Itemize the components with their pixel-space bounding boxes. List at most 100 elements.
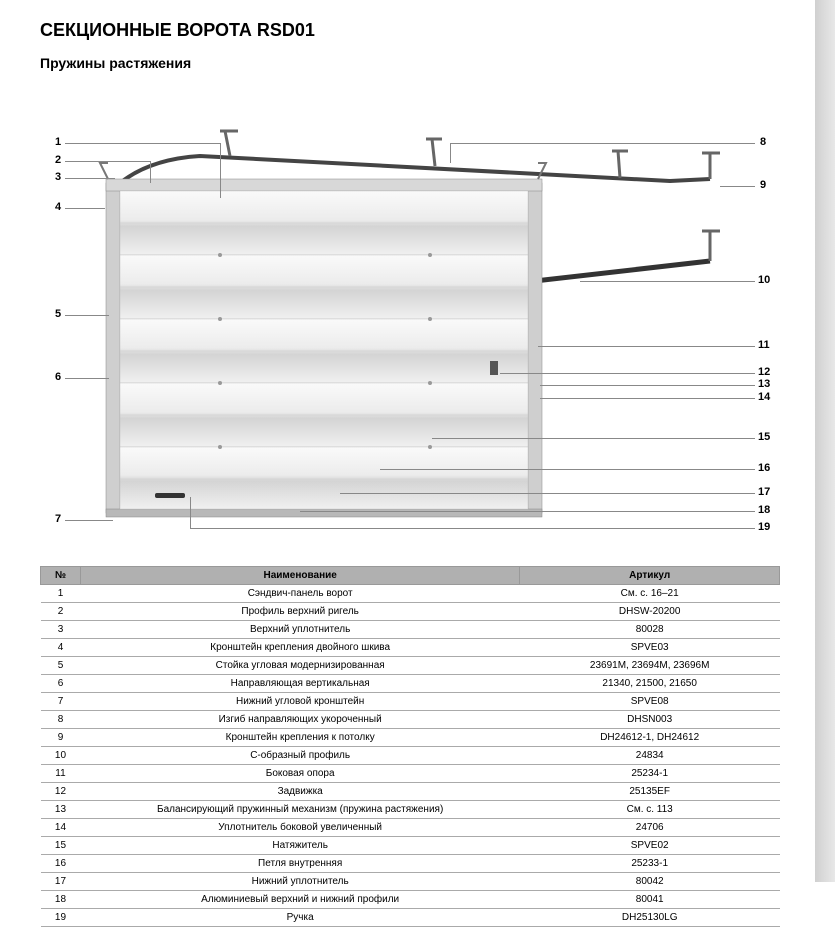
table-cell: Алюминиевый верхний и нижний профили [80, 891, 519, 909]
callout-18: 18 [758, 504, 770, 516]
table-cell: 8 [41, 711, 81, 729]
table-cell: 24706 [520, 819, 780, 837]
table-cell: С-образный профиль [80, 747, 519, 765]
table-cell: 5 [41, 657, 81, 675]
table-cell: Балансирующий пружинный механизм (пружин… [80, 801, 519, 819]
table-cell: См. с. 16–21 [520, 585, 780, 603]
parts-diagram: 1 2 3 4 5 6 7 8 9 10 11 12 13 14 15 [40, 91, 780, 541]
table-cell: SPVE02 [520, 837, 780, 855]
table-cell: Направляющая вертикальная [80, 675, 519, 693]
table-row: 6Направляющая вертикальная21340, 21500, … [41, 675, 780, 693]
table-cell: 19 [41, 909, 81, 927]
table-cell: 80028 [520, 621, 780, 639]
table-cell: 3 [41, 621, 81, 639]
table-cell: DH25130LG [520, 909, 780, 927]
table-row: 18Алюминиевый верхний и нижний профили80… [41, 891, 780, 909]
callout-2: 2 [55, 154, 61, 166]
callout-1: 1 [55, 136, 61, 148]
callout-12: 12 [758, 366, 770, 378]
page-subtitle: Пружины растяжения [40, 55, 785, 71]
table-row: 5Стойка угловая модернизированная23691M,… [41, 657, 780, 675]
table-row: 10С-образный профиль24834 [41, 747, 780, 765]
table-cell: 15 [41, 837, 81, 855]
callout-10: 10 [758, 274, 770, 286]
door-svg [80, 101, 740, 541]
table-cell: 16 [41, 855, 81, 873]
table-row: 13Балансирующий пружинный механизм (пруж… [41, 801, 780, 819]
table-cell: 14 [41, 819, 81, 837]
table-row: 11Боковая опора25234-1 [41, 765, 780, 783]
table-cell: См. с. 113 [520, 801, 780, 819]
table-row: 3Верхний уплотнитель80028 [41, 621, 780, 639]
table-cell: SPVE08 [520, 693, 780, 711]
table-cell: DH24612-1, DH24612 [520, 729, 780, 747]
page-title: СЕКЦИОННЫЕ ВОРОТА RSD01 [40, 20, 785, 41]
callout-16: 16 [758, 462, 770, 474]
table-row: 1Сэндвич-панель воротСм. с. 16–21 [41, 585, 780, 603]
callout-5: 5 [55, 308, 61, 320]
table-cell: 6 [41, 675, 81, 693]
callout-3: 3 [55, 171, 61, 183]
table-cell: Кронштейн крепления к потолку [80, 729, 519, 747]
table-row: 9Кронштейн крепления к потолкуDH24612-1,… [41, 729, 780, 747]
table-cell: Нижний угловой кронштейн [80, 693, 519, 711]
table-cell: 1 [41, 585, 81, 603]
table-row: 7Нижний угловой кронштейнSPVE08 [41, 693, 780, 711]
table-cell: Уплотнитель боковой увеличенный [80, 819, 519, 837]
table-cell: Натяжитель [80, 837, 519, 855]
col-no: № [41, 567, 81, 585]
callout-15: 15 [758, 431, 770, 443]
col-name: Наименование [80, 567, 519, 585]
table-cell: 10 [41, 747, 81, 765]
table-cell: 80041 [520, 891, 780, 909]
table-cell: Задвижка [80, 783, 519, 801]
callout-7: 7 [55, 513, 61, 525]
callout-13: 13 [758, 378, 770, 390]
table-cell: Стойка угловая модернизированная [80, 657, 519, 675]
table-row: 14Уплотнитель боковой увеличенный24706 [41, 819, 780, 837]
table-row: 4Кронштейн крепления двойного шкиваSPVE0… [41, 639, 780, 657]
table-row: 8Изгиб направляющих укороченныйDHSN003 [41, 711, 780, 729]
table-cell: 23691M, 23694M, 23696M [520, 657, 780, 675]
col-article: Артикул [520, 567, 780, 585]
table-cell: Ручка [80, 909, 519, 927]
table-header-row: № Наименование Артикул [41, 567, 780, 585]
table-cell: 11 [41, 765, 81, 783]
table-cell: DHSN003 [520, 711, 780, 729]
table-cell: 24834 [520, 747, 780, 765]
table-cell: Изгиб направляющих укороченный [80, 711, 519, 729]
table-row: 2Профиль верхний ригельDHSW-20200 [41, 603, 780, 621]
callout-19: 19 [758, 521, 770, 533]
table-cell: Боковая опора [80, 765, 519, 783]
table-cell: 18 [41, 891, 81, 909]
table-cell: 9 [41, 729, 81, 747]
table-cell: Верхний уплотнитель [80, 621, 519, 639]
table-row: 12Задвижка25135EF [41, 783, 780, 801]
callout-11: 11 [758, 339, 770, 351]
table-cell: 25135EF [520, 783, 780, 801]
table-cell: 13 [41, 801, 81, 819]
table-row: 19РучкаDH25130LG [41, 909, 780, 927]
page-edge-shadow [815, 0, 835, 882]
table-cell: Кронштейн крепления двойного шкива [80, 639, 519, 657]
table-cell: 7 [41, 693, 81, 711]
table-cell: Сэндвич-панель ворот [80, 585, 519, 603]
table-row: 16Петля внутренняя25233-1 [41, 855, 780, 873]
table-cell: 25234-1 [520, 765, 780, 783]
table-cell: 4 [41, 639, 81, 657]
table-cell: SPVE03 [520, 639, 780, 657]
callout-9: 9 [760, 179, 766, 191]
table-cell: Петля внутренняя [80, 855, 519, 873]
parts-table: № Наименование Артикул 1Сэндвич-панель в… [40, 566, 780, 927]
callout-6: 6 [55, 371, 61, 383]
callout-14: 14 [758, 391, 770, 403]
callout-8: 8 [760, 136, 766, 148]
callout-17: 17 [758, 486, 770, 498]
callout-4: 4 [55, 201, 61, 213]
table-cell: 25233-1 [520, 855, 780, 873]
table-cell: DHSW-20200 [520, 603, 780, 621]
table-cell: 2 [41, 603, 81, 621]
table-cell: Профиль верхний ригель [80, 603, 519, 621]
table-row: 15НатяжительSPVE02 [41, 837, 780, 855]
table-cell: 21340, 21500, 21650 [520, 675, 780, 693]
